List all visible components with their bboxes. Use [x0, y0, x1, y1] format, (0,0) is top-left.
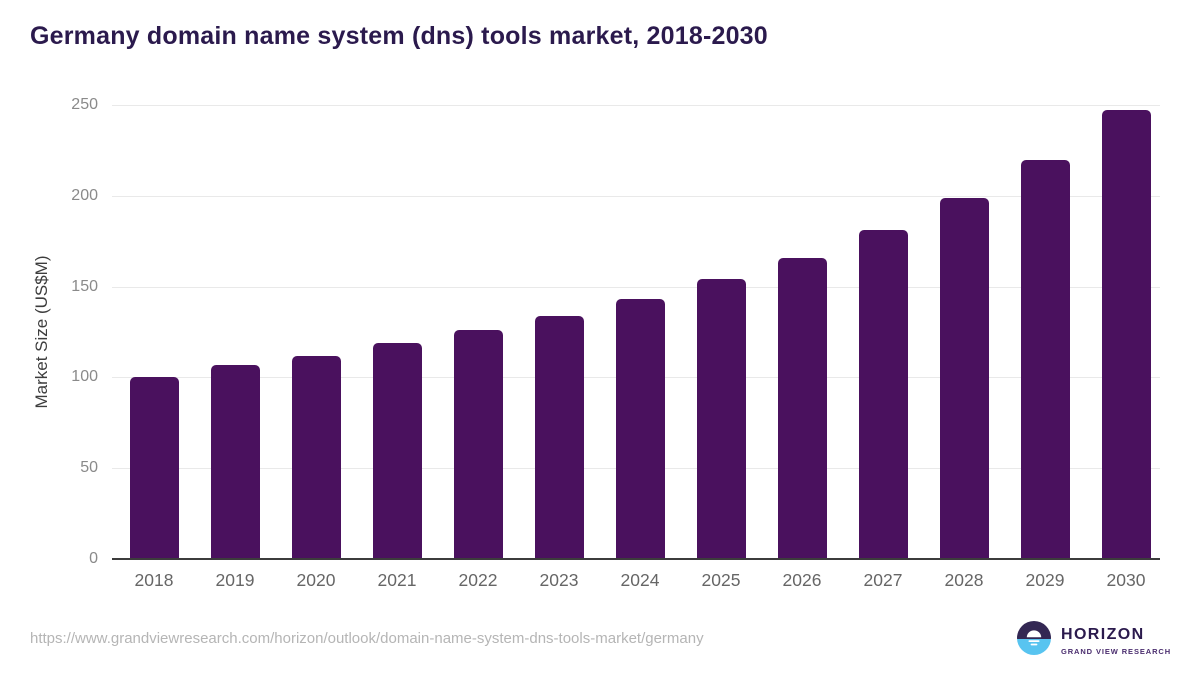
x-tick-label-2018: 2018 — [134, 570, 174, 590]
x-tick-label-2024: 2024 — [620, 570, 660, 590]
logo-subbrand-text: GRAND VIEW RESEARCH — [1061, 646, 1172, 656]
y-tick-label-150: 150 — [71, 277, 98, 295]
bar-2021 — [372, 342, 422, 559]
y-tick-label-50: 50 — [80, 459, 98, 477]
bar-2027 — [858, 230, 908, 559]
x-tick-label-2027: 2027 — [863, 570, 903, 590]
x-tick-label-2020: 2020 — [296, 570, 336, 590]
bar-2019 — [210, 364, 260, 559]
bar-2020 — [291, 355, 341, 559]
bar-2024 — [615, 299, 665, 559]
bar-2030 — [1101, 110, 1151, 559]
x-tick-label-2025: 2025 — [701, 570, 741, 590]
y-tick-label-0: 0 — [89, 550, 98, 567]
x-tick-label-2029: 2029 — [1025, 570, 1065, 590]
x-tick-label-2022: 2022 — [458, 570, 498, 590]
bar-2022 — [453, 330, 503, 559]
logo-brand-text: HORIZON — [1061, 625, 1145, 643]
x-tick-label-2026: 2026 — [782, 570, 822, 590]
bar-2026 — [777, 257, 827, 559]
y-tick-label-100: 100 — [71, 368, 98, 386]
bar-2023 — [534, 315, 584, 559]
bar-2029 — [1020, 159, 1070, 559]
gridline-200 — [112, 195, 1160, 197]
bar-2028 — [939, 197, 989, 559]
gridline-250 — [112, 105, 1160, 106]
y-tick-label-200: 200 — [71, 186, 98, 204]
source-url: https://www.grandviewresearch.com/horizo… — [30, 630, 704, 647]
y-tick-label-250: 250 — [71, 96, 98, 113]
chart-title: Germany domain name system (dns) tools m… — [30, 22, 768, 50]
x-tick-label-2030: 2030 — [1106, 570, 1146, 590]
x-tick-label-2021: 2021 — [377, 570, 417, 590]
gridline-150 — [112, 286, 1160, 288]
x-tick-label-2028: 2028 — [944, 570, 984, 590]
bar-2025 — [696, 279, 746, 559]
x-tick-label-2023: 2023 — [539, 570, 579, 590]
bar-2018 — [129, 377, 179, 559]
x-axis-line — [112, 558, 1160, 560]
horizon-sunset-circle-icon — [1017, 621, 1051, 660]
horizon-logo: HORIZON GRAND VIEW RESEARCH — [1017, 621, 1171, 660]
x-tick-label-2019: 2019 — [215, 570, 255, 590]
